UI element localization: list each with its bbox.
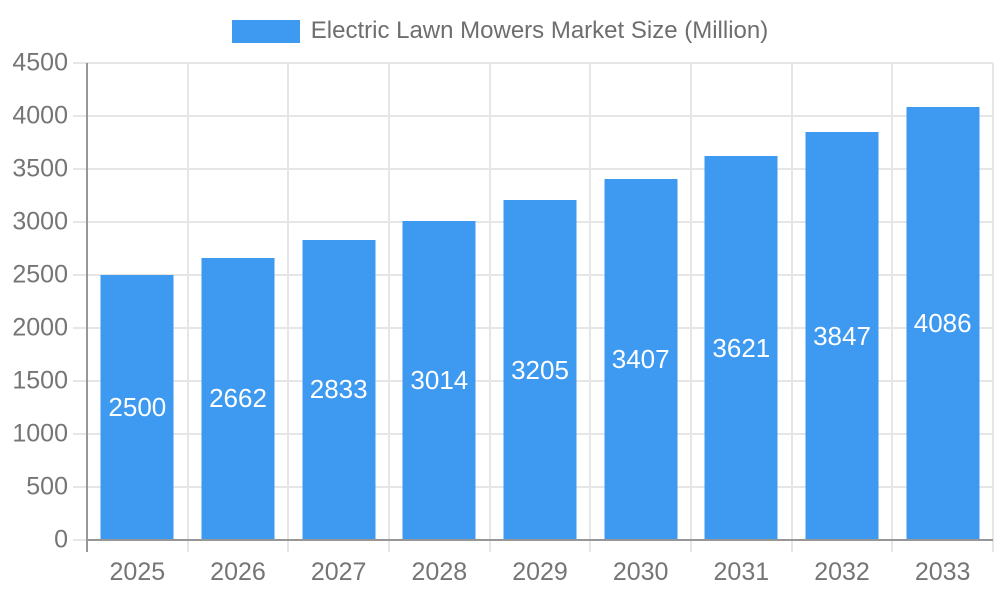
y-tick-label-4000: 4000 [12, 101, 68, 130]
y-axis-line [86, 63, 88, 552]
x-tick-label-2032: 2032 [814, 558, 870, 586]
bar-2033[interactable]: 4086 [906, 106, 980, 540]
bar-value-label: 2833 [309, 374, 368, 405]
bar-value-label: 3407 [611, 343, 670, 374]
x-tick-label-2027: 2027 [310, 558, 367, 586]
y-tick-label-3000: 3000 [12, 207, 68, 236]
y-tick-label-4500: 4500 [12, 48, 68, 77]
x-tick-label-2030: 2030 [612, 558, 669, 586]
bar-value-label: 3621 [712, 332, 771, 363]
x-tick-label-2025: 2025 [109, 558, 166, 586]
bar-2028[interactable]: 3014 [402, 220, 476, 540]
legend-item[interactable]: Electric Lawn Mowers Market Size (Millio… [0, 15, 1000, 47]
bar-2026[interactable]: 2662 [201, 257, 275, 540]
bar-value-label: 4086 [913, 307, 972, 338]
category-boundary-line [891, 63, 894, 552]
category-boundary-line [790, 63, 793, 552]
y-tick-label-3500: 3500 [12, 154, 68, 183]
bar-2030[interactable]: 3407 [604, 178, 678, 540]
gridline-y-4000 [73, 115, 993, 117]
legend-label: Electric Lawn Mowers Market Size (Millio… [310, 17, 769, 44]
plot-area: 2500 2662 2833 3014 3205 3407 3621 3847 4086 [73, 62, 994, 552]
gridline-y-4500 [73, 62, 993, 64]
x-tick-label-2029: 2029 [512, 558, 568, 586]
bar-2031[interactable]: 3621 [704, 156, 778, 540]
bar-value-label: 3847 [813, 320, 871, 351]
x-axis-line [87, 539, 993, 541]
bar-2025[interactable]: 2500 [100, 275, 174, 540]
category-boundary-line [689, 63, 692, 552]
y-tick-label-2000: 2000 [12, 313, 68, 342]
category-boundary-line [992, 63, 994, 552]
x-tick-label-2026: 2026 [210, 558, 266, 586]
y-tick-label-2500: 2500 [12, 260, 68, 289]
y-tick-label-0: 0 [54, 525, 68, 554]
bar-value-label: 3205 [511, 354, 569, 385]
category-boundary-line [287, 63, 290, 552]
x-axis-labels: 2025 2026 2027 2028 2029 2030 2031 2032 2033 [87, 558, 993, 592]
bar-value-label: 2500 [108, 392, 167, 422]
bar-2032[interactable]: 3847 [805, 132, 879, 540]
bar-value-label: 2662 [209, 383, 267, 414]
category-boundary-line [387, 63, 390, 552]
bar-value-label: 3014 [410, 364, 469, 395]
category-boundary-line [589, 63, 592, 552]
y-tick-label-500: 500 [26, 472, 68, 501]
gridline-y-3500 [73, 168, 993, 170]
x-tick-label-2031: 2031 [713, 558, 770, 586]
category-boundary-line [186, 63, 189, 552]
x-tick-label-2033: 2033 [914, 558, 971, 586]
x-tick-label-2028: 2028 [411, 558, 468, 586]
y-axis-labels: 0 500 1000 1500 2000 2500 3000 3500 4000 4500 [0, 50, 68, 552]
bar-2027[interactable]: 2833 [302, 239, 376, 540]
category-boundary-line [488, 63, 491, 552]
y-tick-label-1500: 1500 [12, 366, 68, 395]
y-tick-label-1000: 1000 [12, 419, 68, 448]
legend-swatch [231, 19, 300, 43]
bar-2029[interactable]: 3205 [503, 200, 577, 540]
